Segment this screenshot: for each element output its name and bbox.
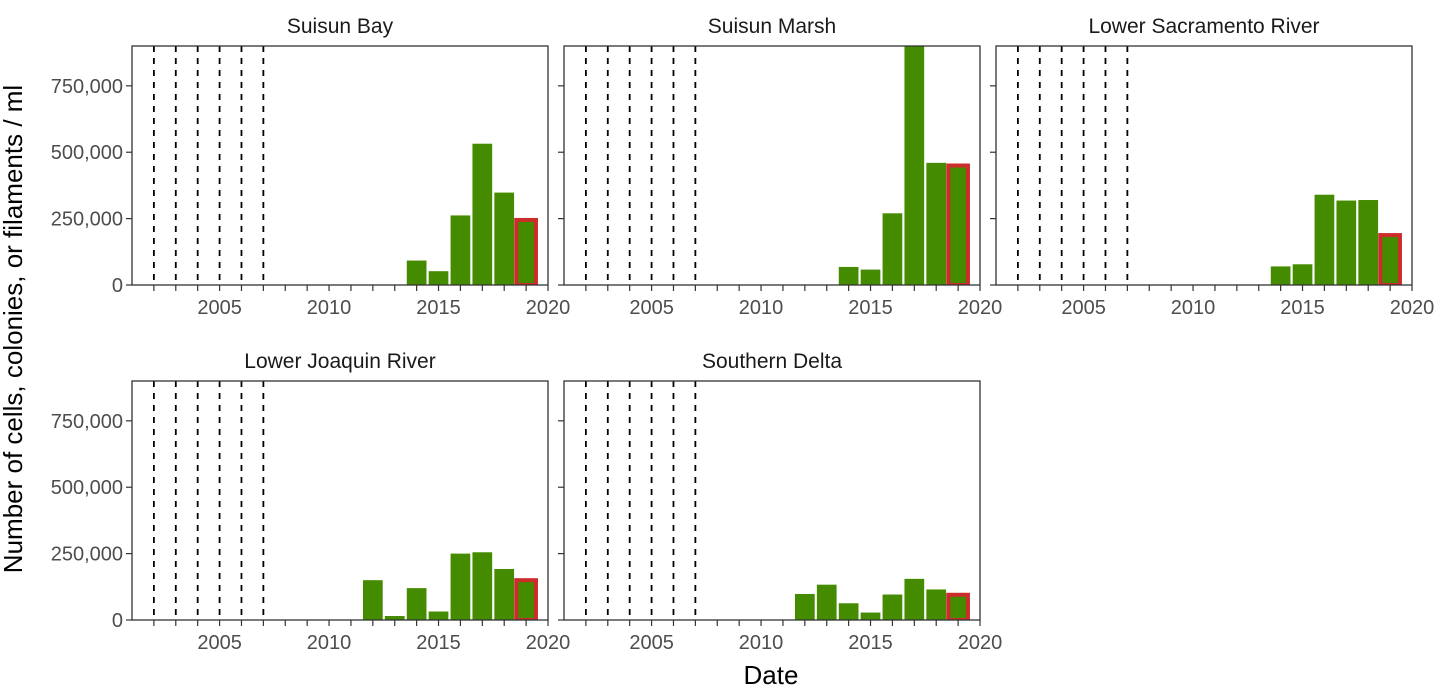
bar [860, 612, 881, 620]
y-tick-label: 0 [112, 275, 123, 297]
bar [406, 260, 427, 285]
y-tick-label: 500,000 [51, 477, 123, 499]
bar [472, 552, 493, 620]
panel-border [131, 380, 549, 621]
bar [794, 593, 815, 620]
panel-border [563, 45, 981, 286]
bar [838, 266, 859, 285]
x-tick-label: 2005 [197, 632, 242, 654]
x-tick-label: 2015 [848, 632, 893, 654]
panel-title: Lower Sacramento River [1088, 15, 1319, 38]
bar [494, 192, 515, 285]
y-axis-title: Number of cells, colonies, or filaments … [0, 85, 28, 573]
bar [428, 271, 449, 285]
bar [1270, 266, 1291, 285]
y-tick-label: 250,000 [51, 544, 123, 566]
x-tick-label: 2010 [307, 297, 352, 319]
bar [816, 584, 837, 620]
y-tick-label: 250,000 [51, 209, 123, 231]
x-tick-label: 2005 [629, 297, 674, 319]
panel-title: Suisun Bay [287, 15, 394, 38]
x-axis-title: Date [744, 660, 799, 690]
bars [794, 578, 970, 620]
bar [428, 611, 449, 620]
x-tick-label: 2005 [1061, 297, 1106, 319]
facet-panel: Lower Joaquin River 2005 2010 2015 2020 0 250,… [51, 350, 571, 654]
panel-border [131, 45, 549, 286]
x-tick-label: 2015 [1280, 297, 1325, 319]
bar [1292, 264, 1313, 285]
highlighted-bar [946, 592, 970, 620]
bar [926, 589, 947, 620]
highlighted-bar [946, 163, 970, 285]
y-tick-label: 750,000 [51, 411, 123, 433]
bar [406, 588, 427, 620]
x-tick-label: 2020 [526, 297, 571, 319]
x-tick-label: 2010 [1171, 297, 1216, 319]
bar [882, 213, 903, 285]
x-tick-label: 2010 [739, 632, 784, 654]
bar [450, 553, 471, 620]
bar [472, 143, 493, 285]
facet-panel: Suisun Bay 2005 2010 2015 2020 0 250,000 500,00… [51, 15, 571, 319]
x-tick-label: 2020 [526, 632, 571, 654]
bar [494, 569, 515, 620]
bar [450, 215, 471, 285]
y-tick-label: 750,000 [51, 76, 123, 98]
x-tick-label: 2020 [1390, 297, 1435, 319]
panel-title: Southern Delta [702, 350, 842, 373]
bars [838, 46, 970, 285]
bar [362, 580, 383, 620]
x-tick-label: 2015 [416, 632, 461, 654]
highlighted-bar [1378, 233, 1402, 285]
x-tick-label: 2005 [629, 632, 674, 654]
bar [904, 578, 925, 620]
bar [838, 603, 859, 620]
x-tick-label: 2010 [307, 632, 352, 654]
y-tick-label: 0 [112, 610, 123, 632]
bar [860, 269, 881, 285]
x-tick-label: 2020 [958, 632, 1003, 654]
facet-panel: Lower Sacramento River 2005 2010 2015 2020 [990, 15, 1434, 319]
bar [904, 46, 925, 285]
bar [926, 162, 947, 285]
bars [362, 552, 538, 620]
bar [1314, 194, 1335, 285]
panel-border [563, 380, 981, 621]
bar [1336, 200, 1357, 285]
bars [406, 143, 538, 285]
x-tick-label: 2010 [739, 297, 784, 319]
x-tick-label: 2020 [958, 297, 1003, 319]
bar [1358, 200, 1379, 285]
panel-title: Suisun Marsh [708, 15, 836, 38]
bars [1270, 194, 1402, 285]
facet-panel: Suisun Marsh 2005 2010 2015 2020 [558, 15, 1002, 319]
y-tick-label: 500,000 [51, 142, 123, 164]
bar [384, 616, 405, 620]
panel-border [995, 45, 1413, 286]
x-tick-label: 2015 [416, 297, 461, 319]
x-tick-label: 2005 [197, 297, 242, 319]
highlighted-bar [514, 578, 538, 620]
bar [882, 594, 903, 620]
facet-panel: Southern Delta 2005 2010 2015 2020 [558, 350, 1002, 654]
highlighted-bar [514, 217, 538, 285]
panel-title: Lower Joaquin River [244, 350, 435, 373]
x-tick-label: 2015 [848, 297, 893, 319]
